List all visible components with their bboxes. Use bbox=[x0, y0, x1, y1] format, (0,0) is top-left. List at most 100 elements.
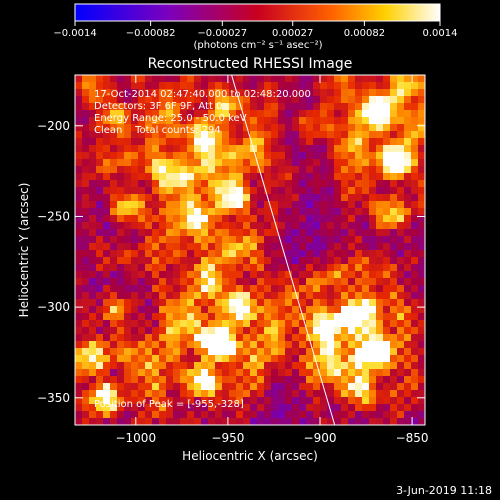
heatmap-cell bbox=[397, 306, 405, 314]
heatmap-cell bbox=[390, 285, 398, 293]
heatmap-cell bbox=[292, 194, 300, 202]
heatmap-cell bbox=[96, 327, 104, 335]
heatmap-cell bbox=[215, 180, 223, 188]
heatmap-cell bbox=[341, 208, 349, 216]
heatmap-cell bbox=[201, 285, 209, 293]
heatmap-cell bbox=[327, 75, 335, 83]
heatmap-cell bbox=[166, 348, 174, 356]
heatmap-cell bbox=[404, 285, 412, 293]
heatmap-cell bbox=[173, 236, 181, 244]
heatmap-cell bbox=[390, 355, 398, 363]
heatmap-cell bbox=[250, 173, 258, 181]
heatmap-cell bbox=[264, 390, 272, 398]
heatmap-cell bbox=[320, 264, 328, 272]
heatmap-cell bbox=[348, 376, 356, 384]
heatmap-cell bbox=[138, 313, 146, 321]
heatmap-cell bbox=[404, 299, 412, 307]
heatmap-cell bbox=[145, 292, 153, 300]
heatmap-cell bbox=[89, 236, 97, 244]
heatmap-cell bbox=[131, 376, 139, 384]
heatmap-cell bbox=[320, 110, 328, 118]
heatmap-cell bbox=[187, 341, 195, 349]
heatmap-cell bbox=[145, 369, 153, 377]
heatmap-cell bbox=[159, 124, 167, 132]
heatmap-cell bbox=[201, 243, 209, 251]
heatmap-cell bbox=[257, 75, 265, 83]
heatmap-cell bbox=[418, 418, 425, 425]
heatmap-cell bbox=[313, 327, 321, 335]
heatmap-cell bbox=[222, 306, 230, 314]
heatmap-cell bbox=[320, 327, 328, 335]
heatmap-cell bbox=[103, 404, 111, 412]
heatmap-cell bbox=[152, 215, 160, 223]
heatmap-cell bbox=[243, 348, 251, 356]
heatmap-cell bbox=[124, 299, 132, 307]
heatmap-cell bbox=[299, 278, 307, 286]
heatmap-cell bbox=[250, 131, 258, 139]
heatmap-cell bbox=[75, 229, 83, 237]
heatmap-cell bbox=[187, 194, 195, 202]
heatmap-cell bbox=[397, 89, 405, 97]
heatmap-cell bbox=[320, 257, 328, 265]
heatmap-cell bbox=[348, 299, 356, 307]
heatmap-cell bbox=[166, 341, 174, 349]
heatmap-cell bbox=[187, 418, 195, 425]
heatmap-cell bbox=[110, 376, 118, 384]
heatmap-cell bbox=[103, 82, 111, 90]
heatmap-cell bbox=[404, 194, 412, 202]
heatmap-cell bbox=[82, 194, 90, 202]
heatmap-cell bbox=[397, 250, 405, 258]
heatmap-cell bbox=[348, 173, 356, 181]
heatmap-cell bbox=[82, 404, 90, 412]
heatmap-cell bbox=[264, 82, 272, 90]
heatmap-cell bbox=[194, 390, 202, 398]
heatmap-cell bbox=[341, 299, 349, 307]
heatmap-cell bbox=[355, 327, 363, 335]
heatmap-cell bbox=[236, 187, 244, 195]
heatmap-cell bbox=[145, 348, 153, 356]
heatmap-cell bbox=[236, 418, 244, 425]
heatmap-cell bbox=[376, 411, 384, 419]
heatmap-cell bbox=[173, 320, 181, 328]
heatmap-cell bbox=[201, 390, 209, 398]
heatmap-cell bbox=[271, 208, 279, 216]
heatmap-cell bbox=[362, 103, 370, 111]
heatmap-cell bbox=[222, 320, 230, 328]
heatmap-cell bbox=[75, 404, 83, 412]
heatmap-cell bbox=[369, 404, 377, 412]
heatmap-cell bbox=[306, 194, 314, 202]
heatmap-cell bbox=[222, 82, 230, 90]
heatmap-cell bbox=[82, 138, 90, 146]
heatmap-cell bbox=[355, 320, 363, 328]
heatmap-cell bbox=[96, 131, 104, 139]
heatmap-cell bbox=[82, 313, 90, 321]
heatmap-cell bbox=[243, 145, 251, 153]
heatmap-cell bbox=[250, 299, 258, 307]
heatmap-cell bbox=[110, 222, 118, 230]
heatmap-cell bbox=[138, 131, 146, 139]
heatmap-cell bbox=[110, 208, 118, 216]
heatmap-cell bbox=[313, 390, 321, 398]
heatmap-cell bbox=[397, 264, 405, 272]
heatmap-cell bbox=[285, 348, 293, 356]
heatmap-cell bbox=[348, 208, 356, 216]
heatmap-cell bbox=[306, 201, 314, 209]
heatmap-cell bbox=[404, 355, 412, 363]
heatmap-cell bbox=[152, 124, 160, 132]
heatmap-cell bbox=[103, 208, 111, 216]
heatmap-cell bbox=[285, 376, 293, 384]
heatmap-cell bbox=[278, 257, 286, 265]
heatmap-cell bbox=[376, 348, 384, 356]
heatmap-cell bbox=[229, 159, 237, 167]
heatmap-cell bbox=[194, 271, 202, 279]
heatmap-cell bbox=[271, 355, 279, 363]
heatmap-cell bbox=[285, 285, 293, 293]
heatmap-cell bbox=[292, 222, 300, 230]
heatmap-cell bbox=[229, 208, 237, 216]
heatmap-cell bbox=[250, 376, 258, 384]
heatmap-cell bbox=[124, 348, 132, 356]
heatmap-cell bbox=[82, 103, 90, 111]
heatmap-cell bbox=[96, 341, 104, 349]
heatmap-cell bbox=[117, 208, 125, 216]
heatmap-cell bbox=[110, 82, 118, 90]
